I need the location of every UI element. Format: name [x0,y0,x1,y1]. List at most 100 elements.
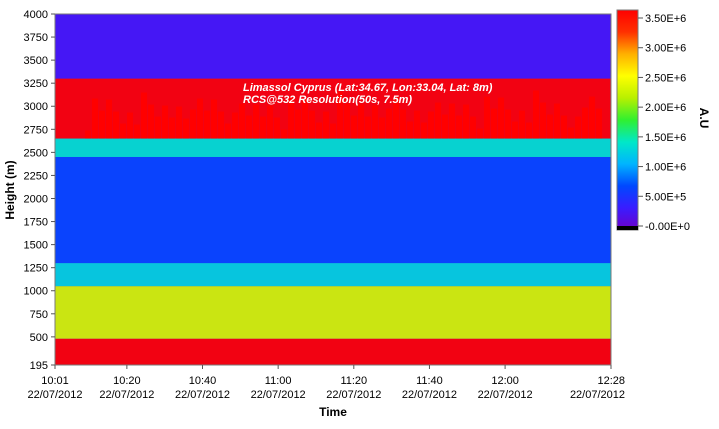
cloud-cell [596,108,602,139]
cloud-cell [470,116,476,139]
cloud-cell [106,99,112,139]
cloud-cell [239,103,245,139]
cloud-cell [302,98,308,139]
x-tick-time: 11:20 [340,375,367,387]
cloud-cell [449,103,455,139]
x-tick-time: 10:20 [113,375,141,387]
colorbar-min-swatch [617,226,638,230]
y-axis: 195 500 750 1000 1250 1500 1750 2000 2250 2500 275… [24,9,55,372]
cloud-cell [386,108,392,139]
annotation-resolution: RCS@532 Resolution(50s, 7.5m) [243,94,412,106]
plot-frame [54,13,612,366]
y-tick-label: 3000 [24,101,48,113]
y-tick-label: 500 [30,332,48,344]
cloud-cell [211,99,217,139]
cloud-cell [463,104,469,139]
x-tick-date: 22/07/2012 [402,389,457,401]
cloud-cell [498,97,504,139]
cloud-cell [274,117,280,139]
x-tick-date: 22/07/2012 [478,389,533,401]
cloud-cell [365,116,371,139]
cloud-cell [568,127,574,139]
cloud-cell [155,116,161,139]
cloud-cell [204,110,210,139]
y-axis-title: Height (m) [3,160,17,219]
cloud-cell [99,110,105,139]
cloud-cell [337,91,343,139]
y-tick-label: 1250 [24,263,48,275]
cloud-cell [176,106,182,139]
y-tick-label: 3250 [24,78,48,90]
cloud-cell [218,111,224,139]
colorbar-scale [616,9,639,231]
cloud-cell [148,104,154,139]
x-tick-time: 10:40 [189,375,217,387]
cloud-cell [351,115,357,139]
cloud-cell [134,124,140,139]
cloud-cell [330,123,336,139]
cloud-cell [575,116,581,139]
cloud-cell [183,118,189,139]
y-tick-label: 1500 [24,240,48,252]
cloud-cell [162,105,168,139]
cloud-cell [442,114,448,139]
colorbar-tick-label: 5.00E+5 [645,191,686,203]
cloud-cell [505,109,511,139]
cloud-cell [421,122,427,139]
cloud-returns [85,90,602,139]
x-tick-date: 22/07/2012 [175,389,230,401]
colorbar-label: A.U [697,108,711,129]
cloud-cell [141,92,147,139]
cloud-cell [393,97,399,139]
cloud-cell [358,104,364,139]
colorbar-tick-label: 1.00E+6 [645,162,686,174]
cloud-cell [267,105,273,139]
cloud-cell [260,116,266,139]
cloud-cell [288,97,294,139]
cloud-cell [491,108,497,139]
y-tick-label: 4000 [24,9,48,21]
cloud-cell [246,115,252,139]
x-tick-time: 11:40 [416,375,443,387]
cloud-cell [281,129,287,139]
colorbar-ticks: -0.00E+0 5.00E+5 1.00E+6 1.50E+6 2.00E+6 2.50… [638,13,690,233]
colorbar-tick-label: 3.00E+6 [645,43,686,55]
cloud-cell [435,102,441,139]
colorbar-tick-label: 2.50E+6 [645,72,686,84]
cloud-cell [253,104,259,139]
cloud-cell [582,107,588,139]
cloud-cell [526,122,532,139]
cloud-cell [414,110,420,139]
x-tick-time: 12:28 [597,375,625,387]
x-axis-title: Time [319,405,347,419]
layer-6 [55,14,611,79]
cloud-cell [512,121,518,139]
colorbar-tick-label: -0.00E+0 [645,221,690,233]
x-tick-time: 10:01 [41,375,69,387]
cloud-cell [323,111,329,139]
x-tick-date: 22/07/2012 [251,389,306,401]
y-tick-label: 2500 [24,147,48,159]
y-tick-label: 3500 [24,55,48,67]
cloud-cell [554,103,560,139]
layer-0 [55,338,611,365]
cloud-cell [225,123,231,139]
x-tick-date: 22/07/2012 [27,389,82,401]
cloud-cell [309,110,315,139]
cloud-cell [92,98,98,139]
x-tick-date: 22/07/2012 [99,389,154,401]
y-tick-label: 2750 [24,124,48,136]
backscatter-layers [55,14,611,365]
cloud-cell [533,90,539,139]
annotation-location: Limassol Cyprus (Lat:34.67, Lon:33.04, L… [243,82,493,94]
layer-2 [55,263,611,287]
x-tick-date: 22/07/2012 [326,389,381,401]
y-tick-label: 750 [30,309,48,321]
layer-1 [55,286,611,339]
colorbar-tick-label: 2.00E+6 [645,102,686,114]
y-tick-label: 1750 [24,217,48,229]
cloud-cell [344,103,350,139]
layer-4 [55,138,611,157]
cloud-cell [400,109,406,139]
